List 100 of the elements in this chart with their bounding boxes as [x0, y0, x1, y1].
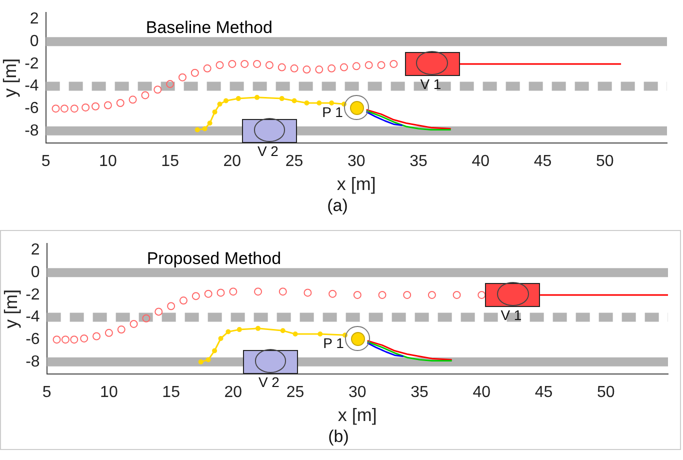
x-tick-label: 40 — [472, 153, 490, 170]
point — [154, 86, 162, 94]
point — [478, 290, 486, 299]
x-tick-label: 45 — [534, 153, 552, 170]
x-axis-title: x [m] — [336, 174, 376, 194]
point — [52, 104, 60, 113]
x-tick-label: 20 — [224, 384, 242, 402]
point — [315, 66, 324, 74]
point — [403, 290, 412, 299]
point — [217, 102, 222, 107]
text: (b) — [327, 427, 350, 448]
point — [104, 101, 112, 110]
point — [278, 288, 287, 296]
x-tick-label: 30 — [348, 384, 366, 402]
point — [207, 120, 212, 126]
point — [202, 126, 208, 132]
x-tick-label: 35 — [410, 384, 429, 402]
text: (a) — [326, 196, 349, 217]
point — [142, 314, 150, 322]
point — [240, 60, 249, 68]
x-axis-title: x [m] — [338, 405, 377, 426]
y-tick-label: 0 — [30, 264, 40, 282]
point — [117, 326, 126, 334]
point — [60, 104, 68, 113]
annotation: P 1 — [323, 335, 344, 352]
point — [328, 64, 336, 72]
point — [229, 288, 238, 296]
point — [141, 91, 150, 100]
y-tick-label: 0 — [30, 33, 39, 50]
point — [52, 336, 61, 344]
point — [352, 62, 360, 70]
x-tick-label: 50 — [596, 384, 615, 402]
y-tick-label: -2 — [24, 55, 39, 72]
point — [130, 320, 138, 328]
point — [265, 61, 274, 70]
point — [228, 60, 236, 68]
point — [116, 99, 124, 108]
point — [290, 64, 298, 72]
x-tick-label: 25 — [285, 153, 304, 170]
point — [279, 96, 284, 102]
point — [82, 103, 90, 112]
x-tick-label: 25 — [286, 384, 304, 402]
point — [204, 290, 212, 298]
x-tick-label: 35 — [410, 153, 428, 170]
y-tick-label: 2 — [30, 242, 40, 259]
point — [329, 100, 334, 106]
point — [236, 327, 242, 332]
y-tick-label: 2 — [30, 10, 39, 28]
point — [167, 302, 176, 310]
chart-title: Proposed Method — [146, 248, 282, 268]
point — [316, 100, 322, 106]
x-tick-label: 50 — [596, 153, 614, 170]
point — [292, 332, 298, 337]
y-tick-label: -2 — [26, 286, 40, 304]
point — [302, 66, 311, 74]
point — [364, 61, 373, 70]
point — [216, 61, 224, 70]
point — [92, 102, 100, 110]
point — [253, 60, 262, 68]
point — [340, 63, 348, 72]
point — [80, 334, 88, 342]
point — [452, 290, 461, 299]
y-axis-title: y [m] — [0, 58, 20, 98]
point — [179, 296, 188, 305]
point — [70, 336, 78, 344]
y-axis-title: y [m] — [0, 289, 21, 328]
chart-title: Baseline Method — [146, 18, 272, 37]
y-tick-label: -6 — [26, 331, 40, 348]
point — [226, 329, 231, 334]
point — [128, 96, 137, 104]
x-tick-label: 15 — [162, 384, 180, 402]
point — [292, 98, 297, 104]
annotation: P 1 — [322, 104, 343, 120]
point — [70, 104, 78, 113]
point — [154, 308, 163, 316]
point — [318, 332, 323, 337]
x-tick-label: 30 — [348, 153, 366, 170]
y-tick-label: -6 — [24, 100, 39, 118]
point — [236, 96, 241, 102]
point — [92, 332, 101, 340]
annotation: V 2 — [258, 374, 280, 390]
y-tick-label: -4 — [26, 308, 40, 326]
x-tick-label: 5 — [42, 384, 52, 402]
x-tick-label: 10 — [100, 384, 118, 402]
point — [256, 326, 261, 331]
point — [166, 80, 174, 88]
point — [203, 64, 212, 72]
point — [353, 290, 362, 299]
point — [216, 288, 225, 297]
x-tick-label: 5 — [41, 153, 50, 170]
point — [104, 328, 113, 337]
point — [254, 94, 260, 100]
point — [254, 288, 262, 296]
annotation: V 2 — [257, 142, 278, 159]
point — [328, 290, 337, 298]
point — [304, 288, 312, 297]
point — [192, 292, 200, 300]
x-tick-label: 45 — [534, 384, 553, 402]
point — [212, 348, 218, 354]
point — [194, 127, 200, 132]
